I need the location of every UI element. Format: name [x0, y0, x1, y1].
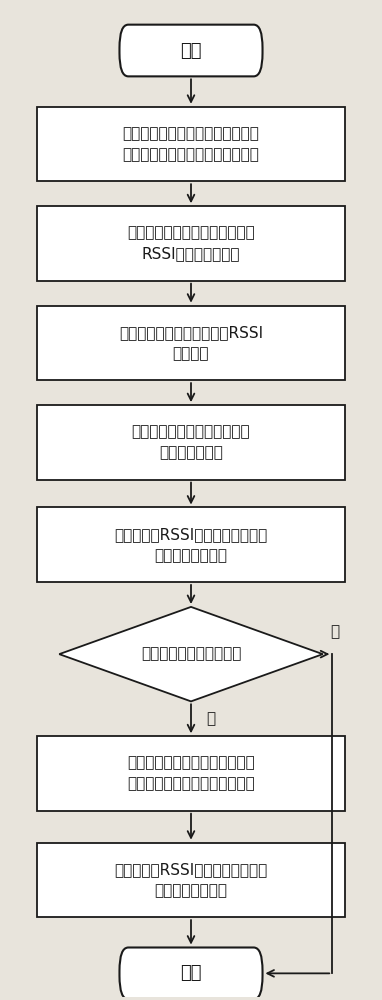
FancyBboxPatch shape: [120, 948, 262, 999]
Text: 构建联立状态下反向散射信号的
RSSI高精度估计模型: 构建联立状态下反向散射信号的 RSSI高精度估计模型: [127, 225, 255, 261]
Text: 是: 是: [330, 624, 340, 639]
Bar: [37, 507, 345, 582]
Polygon shape: [59, 607, 323, 701]
Text: 完成单参考RSSI轮廓条件下的无源
标签相对位置估计: 完成单参考RSSI轮廓条件下的无源 标签相对位置估计: [114, 527, 268, 563]
Bar: [37, 736, 345, 811]
Text: 采用动态时间规整算法，获得
最优路径消耗值: 采用动态时间规整算法，获得 最优路径消耗值: [132, 424, 250, 460]
Text: 结束: 结束: [180, 964, 202, 982]
FancyBboxPatch shape: [120, 25, 262, 76]
Text: 获得修正后的最优路径消耗值集
合，计算获取单点位置统计集合: 获得修正后的最优路径消耗值集 合，计算获取单点位置统计集合: [127, 755, 255, 791]
Text: 完成多参考RSSI轮廓条件下的无源
标签相对位置估计: 完成多参考RSSI轮廓条件下的无源 标签相对位置估计: [114, 862, 268, 898]
Text: 否: 否: [206, 711, 215, 726]
Bar: [37, 405, 345, 480]
Text: 获得同一行无源标签的参考RSSI
轮廓集合: 获得同一行无源标签的参考RSSI 轮廓集合: [119, 325, 263, 361]
Bar: [37, 206, 345, 281]
Bar: [37, 843, 345, 917]
Text: 开始: 开始: [180, 42, 202, 60]
Bar: [37, 306, 345, 380]
Bar: [37, 107, 345, 181]
Text: 定位精度满足既定要求？: 定位精度满足既定要求？: [141, 647, 241, 662]
Text: 获取分立状态下的标签天线增益估
计模型和阅读器天线增益估计模型: 获取分立状态下的标签天线增益估 计模型和阅读器天线增益估计模型: [123, 126, 259, 162]
